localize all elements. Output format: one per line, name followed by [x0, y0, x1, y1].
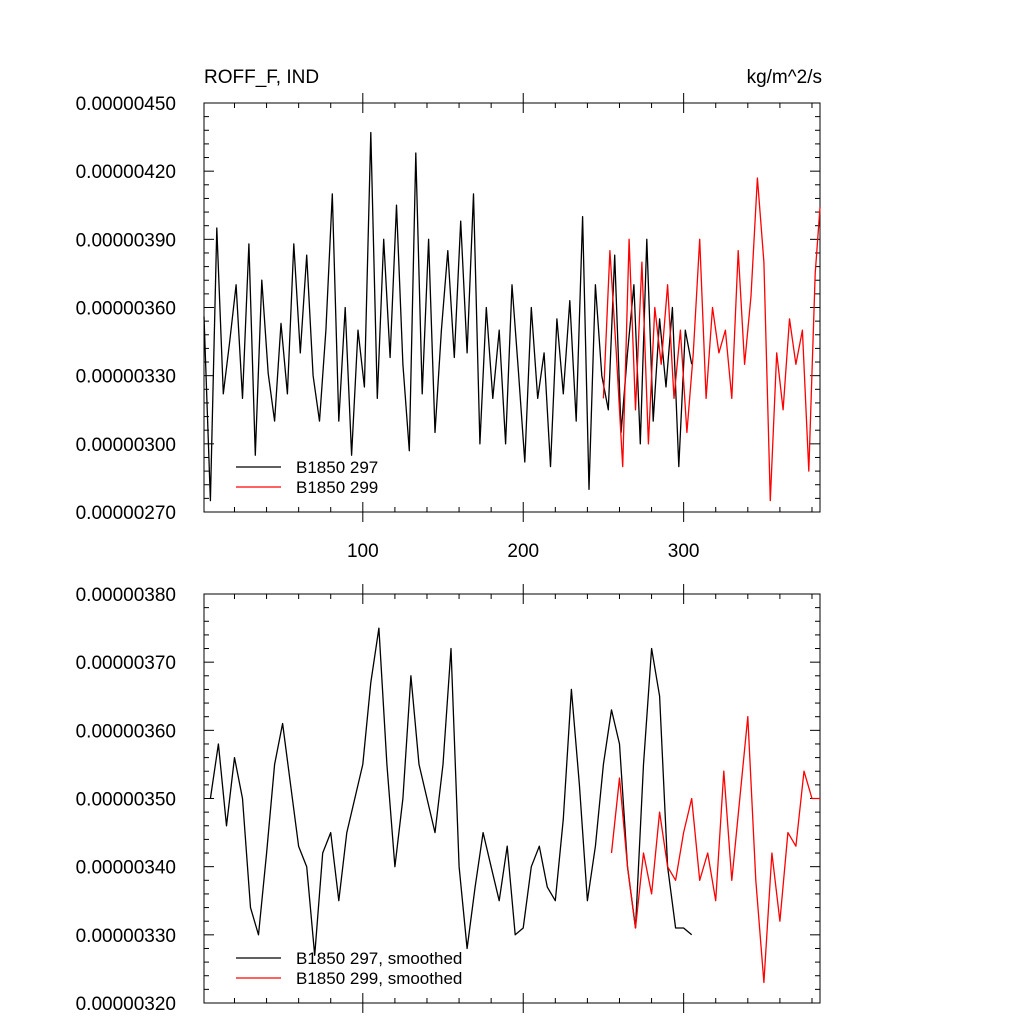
x-tick-label: 100 [347, 541, 379, 562]
legend-label: B1850 297, smoothed [296, 949, 462, 968]
y-tick-label: 0.00000340 [76, 858, 176, 879]
legend-label: B1850 297 [296, 458, 378, 477]
series-line [203, 131, 693, 502]
legend-label: B1850 299, smoothed [296, 969, 462, 988]
top-panel: ROFF_F, IND kg/m^2/s 0.00000270 0.0000030… [76, 67, 822, 562]
y-tick-label: 0.00000450 [76, 94, 176, 115]
series-line [209, 627, 693, 956]
y-tick-label: 0.00000300 [76, 435, 176, 456]
y-tick-label: 0.00000270 [76, 503, 176, 524]
y-tick-label: 0.00000330 [76, 926, 176, 947]
panel-title-left: ROFF_F, IND [204, 67, 319, 88]
y-tick-label: 0.00000360 [76, 721, 176, 742]
y-tick-label: 0.00000330 [76, 367, 176, 388]
bottom-panel: 0.00000320 0.00000330 0.00000340 0.00000350… [76, 584, 821, 1015]
series-line [610, 716, 820, 984]
x-tick-label: 300 [668, 541, 700, 562]
y-tick-label: 0.00000390 [76, 230, 176, 251]
series-line [602, 177, 821, 502]
y-tick-label: 0.00000360 [76, 299, 176, 320]
plot-frame [203, 102, 821, 513]
plot-frame [203, 593, 821, 1004]
y-tick-label: 0.00000370 [76, 653, 176, 674]
panel-units-label: kg/m^2/s [747, 67, 822, 88]
x-tick-label: 200 [507, 541, 539, 562]
legend-label: B1850 299 [296, 478, 378, 497]
y-tick-label: 0.00000320 [76, 994, 176, 1015]
y-tick-label: 0.00000350 [76, 790, 176, 811]
y-tick-label: 0.00000380 [76, 585, 176, 606]
y-tick-label: 0.00000420 [76, 162, 176, 183]
